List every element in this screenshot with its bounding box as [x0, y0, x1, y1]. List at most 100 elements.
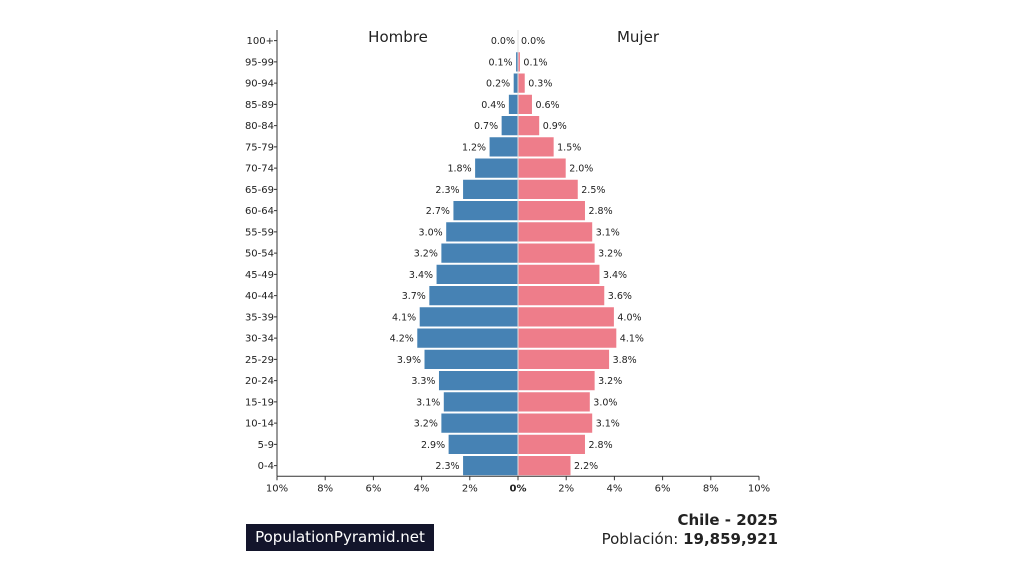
age-label-75-79: 75-79: [245, 142, 274, 153]
bar-female-65-69: [517, 178, 579, 200]
value-label-male-45-49: 3.4%: [409, 270, 433, 281]
x-tick-label-1: 8%: [317, 483, 333, 494]
bar-female-70-74: [517, 157, 567, 179]
value-label-female-5-9: 2.8%: [588, 440, 612, 451]
value-label-male-20-24: 3.3%: [411, 376, 435, 387]
age-label-0-4: 0-4: [258, 461, 274, 472]
bar-male-40-44: [428, 285, 519, 307]
x-tick-label-6: 2%: [558, 483, 574, 494]
value-label-male-75-79: 1.2%: [462, 142, 486, 153]
value-label-female-15-19: 3.0%: [593, 397, 617, 408]
bar-male-30-34: [416, 327, 519, 349]
value-label-male-5-9: 2.9%: [421, 440, 445, 451]
male-heading: Hombre: [368, 28, 428, 46]
bar-female-25-29: [517, 348, 611, 370]
x-tick-label-5: 0%: [510, 483, 527, 494]
bar-female-15-19: [517, 391, 591, 413]
x-tick-label-7: 4%: [606, 483, 622, 494]
value-label-male-65-69: 2.3%: [435, 185, 459, 196]
bar-female-85-89: [517, 93, 533, 115]
value-label-male-60-64: 2.7%: [426, 206, 450, 217]
x-tick-label-2: 6%: [365, 483, 381, 494]
value-label-female-95-99: 0.1%: [523, 57, 547, 68]
value-label-male-10-14: 3.2%: [414, 419, 438, 430]
age-label-90-94: 90-94: [245, 79, 274, 90]
bar-male-55-59: [445, 221, 519, 243]
bar-male-35-39: [418, 306, 519, 328]
bar-female-40-44: [517, 285, 606, 307]
age-label-30-34: 30-34: [245, 334, 274, 345]
bar-female-90-94: [517, 72, 526, 94]
value-label-female-0-4: 2.2%: [574, 461, 598, 472]
value-label-male-15-19: 3.1%: [416, 397, 440, 408]
value-label-female-85-89: 0.6%: [535, 100, 559, 111]
x-tick-label-4: 2%: [462, 483, 478, 494]
bar-male-75-79: [488, 136, 519, 158]
x-tick-label-0: 10%: [266, 483, 288, 494]
bar-female-80-84: [517, 115, 541, 137]
value-label-male-90-94: 0.2%: [486, 79, 510, 90]
value-label-female-40-44: 3.6%: [608, 291, 632, 302]
value-label-male-95-99: 0.1%: [488, 57, 512, 68]
age-label-35-39: 35-39: [245, 312, 274, 323]
value-label-female-70-74: 2.0%: [569, 164, 593, 175]
brand-logo[interactable]: PopulationPyramid.net: [246, 524, 434, 551]
age-label-65-69: 65-69: [245, 185, 274, 196]
x-tick-label-3: 4%: [414, 483, 430, 494]
value-label-male-30-34: 4.2%: [390, 334, 414, 345]
population-total: Población: 19,859,921: [602, 530, 778, 548]
value-label-male-35-39: 4.1%: [392, 312, 416, 323]
population-value: 19,859,921: [683, 530, 778, 548]
value-label-female-75-79: 1.5%: [557, 142, 581, 153]
bar-female-35-39: [517, 306, 615, 328]
value-label-female-25-29: 3.8%: [613, 355, 637, 366]
value-label-female-100+: 0.0%: [521, 36, 545, 47]
age-label-20-24: 20-24: [245, 376, 274, 387]
bar-male-90-94: [512, 72, 519, 94]
female-heading: Mujer: [617, 28, 660, 46]
age-label-100+: 100+: [247, 36, 274, 47]
bar-male-20-24: [437, 370, 519, 392]
bar-female-50-54: [517, 242, 596, 264]
bar-male-10-14: [440, 412, 519, 434]
age-label-40-44: 40-44: [245, 291, 274, 302]
age-label-25-29: 25-29: [245, 355, 274, 366]
bar-female-30-34: [517, 327, 618, 349]
bar-female-60-64: [517, 200, 586, 222]
bar-male-15-19: [442, 391, 519, 413]
bar-female-10-14: [517, 412, 594, 434]
age-label-85-89: 85-89: [245, 100, 274, 111]
value-label-female-20-24: 3.2%: [598, 376, 622, 387]
value-label-female-80-84: 0.9%: [543, 121, 567, 132]
x-tick-label-9: 8%: [703, 483, 719, 494]
bar-male-5-9: [447, 433, 519, 455]
age-label-60-64: 60-64: [245, 206, 274, 217]
value-label-female-55-59: 3.1%: [596, 227, 620, 238]
value-label-female-35-39: 4.0%: [617, 312, 641, 323]
age-label-70-74: 70-74: [245, 164, 274, 175]
bar-female-55-59: [517, 221, 594, 243]
bar-male-0-4: [462, 455, 519, 477]
value-label-female-10-14: 3.1%: [596, 419, 620, 430]
age-label-5-9: 5-9: [258, 440, 274, 451]
bar-male-50-54: [440, 242, 519, 264]
bar-male-45-49: [435, 263, 519, 285]
bar-male-85-89: [507, 93, 519, 115]
value-label-female-60-64: 2.8%: [588, 206, 612, 217]
value-label-male-80-84: 0.7%: [474, 121, 498, 132]
value-label-male-50-54: 3.2%: [414, 249, 438, 260]
age-label-80-84: 80-84: [245, 121, 274, 132]
x-tick-label-10: 10%: [748, 483, 770, 494]
bar-male-70-74: [474, 157, 519, 179]
bar-female-20-24: [517, 370, 596, 392]
value-label-female-50-54: 3.2%: [598, 249, 622, 260]
bar-female-75-79: [517, 136, 555, 158]
age-label-15-19: 15-19: [245, 397, 274, 408]
value-label-female-45-49: 3.4%: [603, 270, 627, 281]
bar-female-5-9: [517, 433, 586, 455]
value-label-male-25-29: 3.9%: [397, 355, 421, 366]
age-label-50-54: 50-54: [245, 249, 274, 260]
bar-male-60-64: [452, 200, 519, 222]
value-label-male-100+: 0.0%: [491, 36, 515, 47]
